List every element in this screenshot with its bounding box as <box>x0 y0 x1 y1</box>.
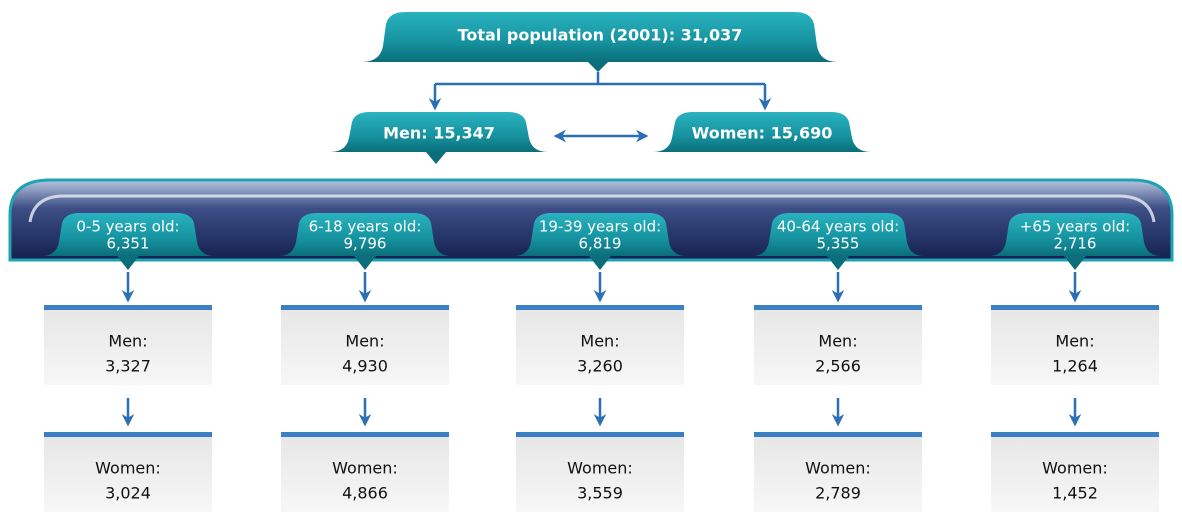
women-value: 2,789 <box>815 484 861 503</box>
group-value: 6,351 <box>107 235 150 253</box>
men-value: 4,930 <box>342 357 388 376</box>
group-tab <box>989 213 1161 256</box>
title-tab <box>362 12 838 62</box>
pointer <box>589 256 611 270</box>
group-label: 40-64 years old: <box>777 218 899 236</box>
box-bar <box>281 432 449 437</box>
women-label: Women: <box>805 459 871 478</box>
women-label: Women: <box>1042 459 1108 478</box>
men-box <box>754 305 922 385</box>
box-bar <box>991 432 1159 437</box>
pointer <box>827 256 849 270</box>
pointer <box>117 256 139 270</box>
box-bar <box>281 305 449 310</box>
group-label: +65 years old: <box>1020 218 1130 236</box>
women-box <box>516 432 684 512</box>
group-value: 9,796 <box>344 235 387 253</box>
men-label: Men: <box>1055 332 1094 351</box>
women-box <box>991 432 1159 512</box>
men-box <box>281 305 449 385</box>
men-label: Men: <box>108 332 147 351</box>
title: Total population (2001): 31,037 <box>458 26 743 45</box>
women-label: Women: <box>332 459 398 478</box>
women-total: Women: 15,690 <box>692 124 833 143</box>
group-tab <box>42 213 214 256</box>
group-value: 2,716 <box>1054 235 1097 253</box>
box-bar <box>516 432 684 437</box>
group-tab <box>752 213 924 256</box>
connector <box>435 72 765 86</box>
men-label: Men: <box>580 332 619 351</box>
pointer <box>354 256 376 270</box>
men-tab <box>330 112 548 152</box>
men-total: Men: 15,347 <box>383 124 495 143</box>
group-value: 5,355 <box>817 235 860 253</box>
men-label: Men: <box>818 332 857 351</box>
women-value: 3,559 <box>577 484 623 503</box>
women-box <box>281 432 449 512</box>
women-tab <box>653 112 871 152</box>
women-box <box>44 432 212 512</box>
women-value: 3,024 <box>105 484 151 503</box>
box-bar <box>44 305 212 310</box>
men-box <box>991 305 1159 385</box>
men-box <box>516 305 684 385</box>
women-label: Women: <box>95 459 161 478</box>
women-value: 1,452 <box>1052 484 1098 503</box>
men-value: 3,327 <box>105 357 151 376</box>
women-value: 4,866 <box>342 484 388 503</box>
group-tab <box>279 213 451 256</box>
pointer <box>588 62 608 72</box>
group-tab <box>514 213 686 256</box>
group-label: 6-18 years old: <box>309 218 422 236</box>
box-bar <box>991 305 1159 310</box>
band-highlight <box>28 194 1156 223</box>
men-label: Men: <box>345 332 384 351</box>
women-box <box>754 432 922 512</box>
men-value: 2,566 <box>815 357 861 376</box>
group-label: 19-39 years old: <box>539 218 661 236</box>
women-label: Women: <box>567 459 633 478</box>
box-bar <box>754 305 922 310</box>
box-bar <box>44 432 212 437</box>
group-label: 0-5 years old: <box>76 218 179 236</box>
men-value: 1,264 <box>1052 357 1098 376</box>
pointer <box>426 152 446 164</box>
box-bar <box>516 305 684 310</box>
box-bar <box>754 432 922 437</box>
group-value: 6,819 <box>579 235 622 253</box>
men-value: 3,260 <box>577 357 623 376</box>
pointer <box>1064 256 1086 270</box>
men-box <box>44 305 212 385</box>
